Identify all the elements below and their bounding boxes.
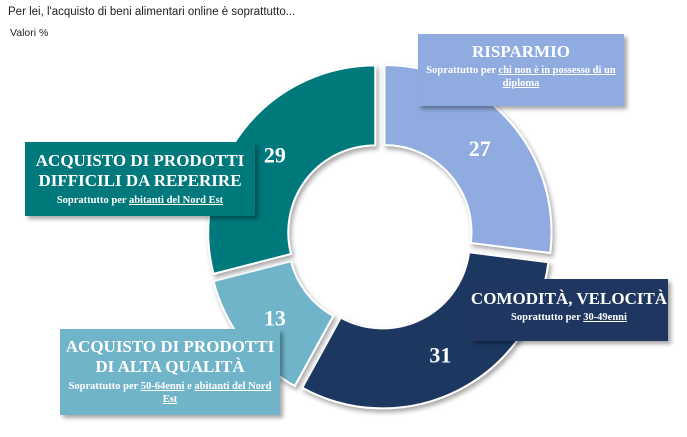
label-head-line2: DI ALTA QUALITÀ xyxy=(95,357,245,377)
label-box-qualita: ACQUISTO DI PRODOTTI DI ALTA QUALITÀ Sop… xyxy=(60,329,280,415)
data-label-risparmio: 27 xyxy=(469,136,491,161)
label-box-comodita: COMODITÀ, VELOCITÀ Soprattutto per 30-49… xyxy=(470,279,668,341)
note-prefix: Soprattutto per xyxy=(56,194,129,206)
note-prefix: Soprattutto per xyxy=(426,65,499,76)
note-prefix: Soprattutto per xyxy=(68,380,141,392)
data-label-comodita: 31 xyxy=(429,343,451,368)
data-label-reperire: 29 xyxy=(264,142,286,167)
label-head: RISPARMIO xyxy=(472,42,570,61)
label-head-line1: ACQUISTO DI PRODOTTI xyxy=(65,337,275,356)
label-head: COMODITÀ, VELOCITÀ xyxy=(470,289,668,308)
note-highlight: abitanti del Nord Est xyxy=(128,194,224,206)
label-head-line1: ACQUISTO DI PRODOTTI xyxy=(35,151,245,170)
data-label-qualita: 13 xyxy=(264,306,286,331)
chart-title: Per lei, l'acquisto di beni alimentari o… xyxy=(8,6,296,18)
note-highlight-2: abitanti del Nord Est xyxy=(162,380,272,405)
note-highlight-1: 50-64enni xyxy=(140,380,185,392)
label-note: Soprattutto per 50-64enni e abitanti del… xyxy=(60,380,280,406)
note-prefix: Soprattutto per xyxy=(511,312,584,323)
label-head-line2: DIFFICILI DA REPERIRE xyxy=(38,171,242,191)
note-highlight: chi non è in possesso di un diploma xyxy=(498,65,616,90)
note-mid: e xyxy=(184,380,195,392)
label-box-reperire: ACQUISTO DI PRODOTTI DIFFICILI DA REPERI… xyxy=(25,142,255,216)
chart-subtitle: Valori % xyxy=(10,27,49,39)
label-note: Soprattutto per 30-49enni xyxy=(470,311,668,324)
label-note: Soprattutto per chi non è in possesso di… xyxy=(418,64,624,90)
label-note: Soprattutto per abitanti del Nord Est xyxy=(25,194,255,207)
label-box-risparmio: RISPARMIO Soprattutto per chi non è in p… xyxy=(418,34,624,106)
note-highlight: 30-49enni xyxy=(583,312,627,323)
